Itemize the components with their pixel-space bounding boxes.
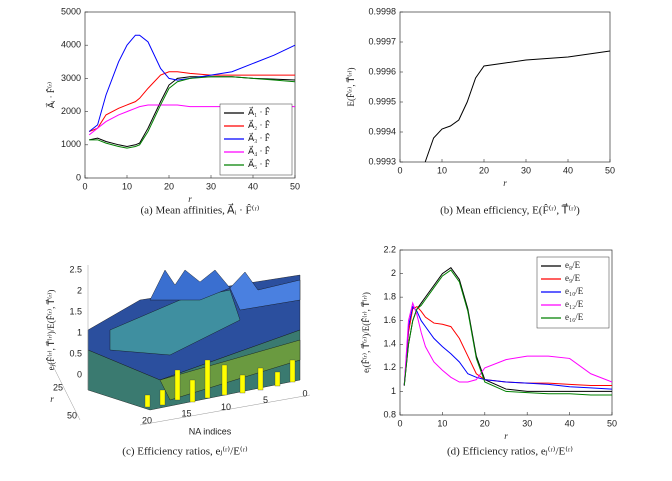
legend-label: A⃗₂ · F̂ <box>248 119 270 130</box>
z-tick-label: 1.5 <box>69 306 82 316</box>
legend-label: e₁₂/E <box>565 299 584 309</box>
x-tick-label: 50 <box>607 418 617 428</box>
caption: (a) Mean affinities, A⃗ᵢ · F̂⁽ʳ⁾ <box>141 203 260 217</box>
legend-label: e₁₆/E <box>565 312 584 322</box>
x-tick-label: 0 <box>397 418 402 428</box>
y-tick-label: 1.4 <box>383 339 396 349</box>
x-axis-label: NA indices <box>189 426 232 436</box>
y-tick-label: 1.2 <box>383 362 396 372</box>
y-tick-label: 1.8 <box>383 292 396 302</box>
y-tick-label: 0.9996 <box>368 66 396 76</box>
y-tick-label: 0.9998 <box>368 6 396 16</box>
y-tick-label: 1 <box>391 386 396 396</box>
y-tick-label: 1.6 <box>383 315 396 325</box>
caption: (b) Mean efficiency, E(F̂⁽ʳ⁾, T⃗⁽ʳ⁾) <box>440 203 580 217</box>
n-tick-label: 10 <box>221 402 231 412</box>
n-tick-label: 5 <box>263 395 268 405</box>
y-axis-label: A⃗ᵢ · F̂⁽ʳ⁾ <box>45 82 56 109</box>
y-tick-label: 2000 <box>61 106 81 116</box>
caption: (c) Efficiency ratios, eⱼ⁽ʳ⁾/E⁽ʳ⁾ <box>122 446 248 458</box>
x-tick-label: 0 <box>397 165 402 175</box>
caption: (d) Efficiency ratios, eⱼ⁽ʳ⁾/E⁽ʳ⁾ <box>447 446 573 458</box>
x-tick-label: 10 <box>437 418 447 428</box>
x-tick-label: 20 <box>164 181 174 191</box>
x-tick-label: 10 <box>437 165 447 175</box>
plot-area <box>399 11 611 163</box>
y-tick-label: 1000 <box>61 139 81 149</box>
series-line <box>403 269 612 396</box>
x-tick-label: 20 <box>480 418 490 428</box>
n-tick-label: 20 <box>142 415 152 425</box>
r-tick-label: 25 <box>53 382 63 392</box>
x-tick-label: 50 <box>290 181 300 191</box>
n-tick-label: 0 <box>302 388 307 398</box>
z-tick-label: 2.5 <box>69 264 82 274</box>
x-tick-label: 40 <box>563 165 573 175</box>
y-tick-label: 0.9993 <box>368 156 396 166</box>
z-tick-label: 1 <box>77 327 82 337</box>
y-axis-label: eⱼ(F̂⁽ʳ⁾, T⃗⁽ʳ⁾)/E(F̂⁽ʳ⁾, T⃗⁽ʳ⁾) <box>360 292 371 373</box>
x-axis-label: r <box>503 178 507 188</box>
legend-label: e₈/E <box>565 260 581 270</box>
x-tick-label: 50 <box>605 165 615 175</box>
z-tick-label: 0 <box>77 369 82 379</box>
x-axis-label: r <box>504 431 508 441</box>
x-tick-label: 30 <box>521 165 531 175</box>
y-tick-label: 4000 <box>61 40 81 50</box>
surface-decoration <box>49 265 311 426</box>
series-line <box>403 301 613 386</box>
x-tick-label: 40 <box>248 181 258 191</box>
series-line <box>89 76 296 149</box>
x-axis-label: r <box>188 194 192 204</box>
series-line <box>424 50 611 163</box>
series-line <box>88 34 296 132</box>
y-tick-label: 0.9995 <box>368 96 396 106</box>
legend-label: A⃗₃ · F̂ <box>248 132 270 143</box>
legend-label: A⃗₁ · F̂ <box>248 106 270 117</box>
z-axis-label: eⱼ(F̂⁽ʳ⁾, T⃗⁽ʳ⁾)/E(F̂⁽ʳ⁾, T⃗⁽ʳ⁾) <box>45 290 56 371</box>
legend-label: A⃗₄ · F̂ <box>248 145 270 156</box>
n-tick-label: 15 <box>181 409 191 419</box>
y-tick-label: 0.9994 <box>368 126 396 136</box>
x-tick-label: 30 <box>522 418 532 428</box>
series-line <box>403 305 612 387</box>
r-tick-label: 50 <box>67 410 77 420</box>
r-axis-label: r <box>50 394 54 404</box>
legend-label: e₁₀/E <box>565 286 584 296</box>
series-line <box>403 305 613 390</box>
legend-label: A⃗₅ · F̂ <box>248 158 270 169</box>
y-tick-label: 5000 <box>61 6 81 16</box>
y-tick-label: 0.8 <box>383 409 396 419</box>
z-tick-label: 2 <box>77 285 82 295</box>
y-tick-label: 0 <box>76 172 81 182</box>
series-line <box>89 71 295 132</box>
x-tick-label: 20 <box>479 165 489 175</box>
x-tick-label: 10 <box>122 181 132 191</box>
y-axis-label: E(F̂⁽ʳ⁾, T⃗⁽ʳ⁾) <box>345 67 356 106</box>
y-tick-label: 3000 <box>61 73 81 83</box>
x-tick-label: 0 <box>82 181 87 191</box>
y-tick-label: 2 <box>391 268 396 278</box>
legend-label: e₉/E <box>565 273 581 283</box>
x-tick-label: 30 <box>206 181 216 191</box>
y-tick-label: 0.9997 <box>368 36 396 46</box>
y-tick-label: 2.2 <box>383 244 396 254</box>
x-tick-label: 40 <box>565 418 575 428</box>
z-tick-label: 0.5 <box>69 348 82 358</box>
